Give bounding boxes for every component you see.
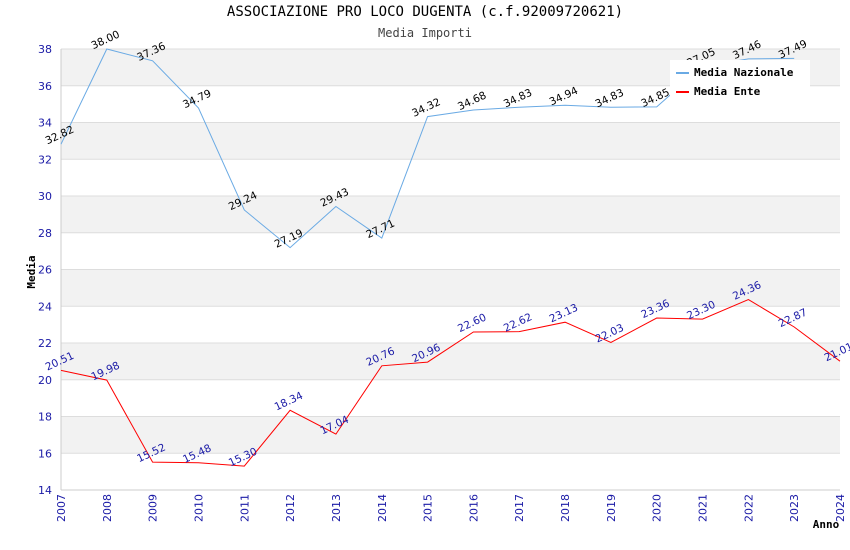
data-label: 34.94 [548, 85, 581, 109]
x-tick-label: 2020 [651, 494, 664, 522]
y-tick-label: 22 [38, 337, 52, 350]
data-label: 18.34 [273, 390, 306, 414]
x-tick-label: 2022 [742, 494, 755, 522]
y-axis-label: Media [25, 255, 38, 288]
y-tick-label: 34 [38, 117, 52, 130]
x-tick-label: 2016 [467, 494, 480, 522]
y-tick-label: 14 [38, 484, 52, 497]
x-tick-label: 2013 [330, 494, 343, 522]
y-tick-label: 38 [38, 43, 52, 56]
grid-band [61, 196, 840, 233]
series-line-media-ente [60, 299, 841, 467]
x-tick-label: 2019 [605, 494, 618, 522]
chart-subtitle: Media Importi [378, 26, 472, 40]
x-tick-label: 2017 [513, 494, 526, 522]
x-tick-label: 2021 [697, 494, 710, 522]
grid-band [61, 416, 840, 454]
x-tick-label: 2015 [422, 494, 435, 522]
legend-box [670, 60, 810, 100]
y-tick-label: 36 [38, 80, 52, 93]
y-tick-label: 30 [38, 190, 52, 203]
data-label: 34.79 [181, 87, 213, 111]
data-label: 34.32 [410, 96, 442, 120]
legend-label-media-ente: Media Ente [694, 85, 761, 98]
chart-title: ASSOCIAZIONE PRO LOCO DUGENTA (c.f.92009… [226, 4, 624, 20]
y-tick-label: 16 [38, 447, 52, 460]
grid-band [61, 343, 840, 380]
x-tick-label: 2023 [788, 494, 801, 522]
y-tick-label: 32 [38, 153, 52, 166]
x-tick-label: 2009 [147, 494, 160, 522]
legend-label-media-nazionale: Media Nazionale [694, 66, 794, 79]
grid-band [61, 122, 840, 160]
y-tick-label: 18 [38, 411, 52, 424]
x-tick-label: 2024 [834, 494, 847, 522]
y-tick-label: 20 [38, 374, 52, 387]
x-tick-label: 2007 [55, 494, 68, 522]
legend: Media Nazionale Media Ente [670, 60, 810, 100]
x-tick-label: 2010 [192, 494, 205, 522]
x-tick-label: 2011 [238, 494, 251, 522]
series-lines [60, 48, 841, 467]
y-tick-label: 28 [38, 227, 52, 240]
x-tick-label: 2012 [284, 494, 297, 522]
x-tick-label: 2008 [101, 494, 114, 522]
x-tick-label: 2014 [376, 494, 389, 522]
x-tick-label: 2018 [559, 494, 572, 522]
y-tick-label: 26 [38, 264, 52, 277]
y-tick-label: 24 [38, 300, 52, 313]
grid-bands [61, 49, 840, 454]
x-axis-ticks: 2007 2008 2009 2010 2011 2012 2013 2014 2015 2016… [55, 494, 847, 522]
grid-band [61, 269, 840, 307]
y-axis-ticks: 14 16 18 20 22 24 26 28 30 32 34 36 38 [38, 43, 52, 497]
x-axis-label: Anno [813, 518, 840, 531]
